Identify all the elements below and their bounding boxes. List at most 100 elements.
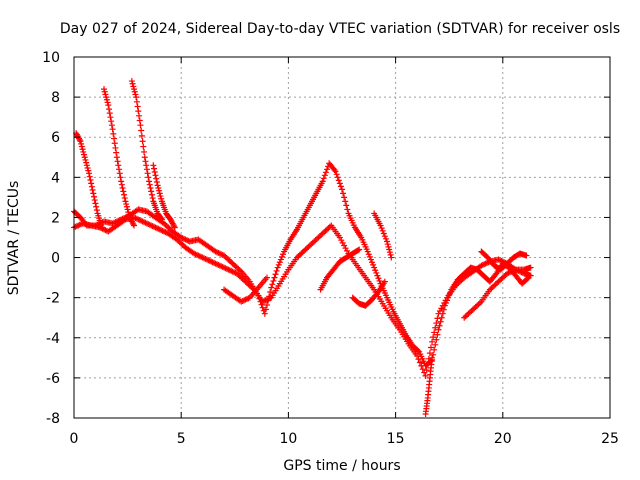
data-point: [134, 103, 141, 110]
data-point: [268, 284, 275, 291]
data-point: [77, 138, 84, 145]
data-point: [278, 253, 285, 260]
data-point: [78, 140, 85, 147]
data-point: [386, 246, 393, 253]
data-point: [423, 367, 430, 374]
data-point: [419, 366, 426, 373]
data-point: [365, 251, 372, 258]
data-point: [333, 171, 340, 178]
data-point: [270, 277, 277, 284]
data-point: [427, 344, 434, 351]
data-point: [431, 329, 438, 336]
data-point: [373, 269, 380, 276]
data-point: [321, 172, 328, 179]
y-tick-label: -8: [46, 411, 60, 427]
data-point: [523, 252, 530, 259]
series-track-b: [71, 214, 534, 379]
data-point: [157, 193, 164, 200]
data-point: [259, 304, 266, 311]
series-track-d: [101, 86, 138, 229]
data-point: [130, 83, 137, 90]
data-point: [337, 183, 344, 190]
data-point: [106, 106, 113, 113]
data-point: [339, 186, 345, 193]
data-point: [380, 230, 387, 237]
data-point: [109, 126, 116, 133]
data-point: [81, 151, 88, 158]
data-point: [171, 224, 178, 231]
data-point: [381, 233, 388, 240]
data-point: [371, 264, 378, 271]
data-point: [116, 170, 123, 177]
data-point: [376, 277, 383, 284]
data-point: [334, 174, 341, 181]
series-track-a: [71, 160, 532, 369]
data-point: [158, 216, 165, 223]
data-point: [386, 249, 393, 256]
data-point: [138, 127, 145, 134]
data-point: [262, 306, 269, 313]
data-point: [76, 136, 83, 143]
data-point: [83, 159, 90, 166]
plot-frame: [73, 56, 611, 419]
data-point: [258, 301, 265, 308]
data-point: [429, 338, 436, 345]
data-point: [432, 341, 439, 348]
chart-title: Day 027 of 2024, Sidereal Day-to-day VTE…: [60, 21, 620, 37]
y-tick-label: 10: [42, 50, 60, 66]
data-point: [280, 251, 287, 258]
data-point: [140, 143, 147, 150]
data-point: [101, 88, 108, 95]
data-point: [146, 178, 153, 185]
data-point: [426, 350, 433, 357]
data-point: [320, 175, 327, 182]
data-point: [370, 261, 377, 268]
data-point: [151, 165, 158, 172]
data-point: [89, 187, 96, 194]
data-point: [344, 206, 351, 213]
series-track-g: [221, 274, 270, 305]
series-track-c: [73, 130, 105, 231]
data-point: [113, 149, 120, 156]
data-point: [90, 190, 97, 197]
data-point: [115, 162, 122, 169]
data-point: [273, 267, 280, 274]
data-point: [422, 372, 429, 379]
data-point: [117, 174, 124, 181]
data-point: [79, 146, 86, 153]
data-point: [336, 180, 343, 187]
series-track-i: [349, 278, 388, 309]
data-point: [430, 351, 437, 358]
series-track-j: [371, 210, 395, 261]
data-point: [125, 209, 132, 216]
data-point: [435, 326, 442, 333]
data-point: [323, 166, 330, 173]
data-point: [416, 359, 423, 366]
data-point: [141, 154, 148, 161]
data-point: [382, 235, 389, 242]
data-point: [151, 168, 158, 175]
data-point: [369, 259, 376, 266]
data-point: [126, 211, 133, 218]
data-point: [429, 354, 436, 361]
data-point: [135, 108, 142, 115]
data-point: [433, 320, 440, 327]
data-point: [101, 86, 108, 93]
data-point: [374, 272, 381, 279]
data-point: [81, 154, 88, 161]
x-tick-label: 10: [279, 431, 297, 447]
data-point: [434, 331, 441, 338]
x-tick-label: 20: [494, 431, 512, 447]
y-tick-label: 4: [51, 170, 60, 186]
data-point: [106, 110, 113, 117]
data-point: [122, 198, 129, 205]
data-point: [385, 243, 392, 250]
data-point: [335, 177, 342, 184]
data-point: [269, 281, 276, 288]
data-point: [129, 80, 136, 87]
series-track-h: [317, 246, 363, 293]
data-point: [367, 256, 374, 263]
data-point: [430, 334, 437, 341]
data-point: [123, 201, 130, 208]
data-point: [113, 154, 120, 161]
